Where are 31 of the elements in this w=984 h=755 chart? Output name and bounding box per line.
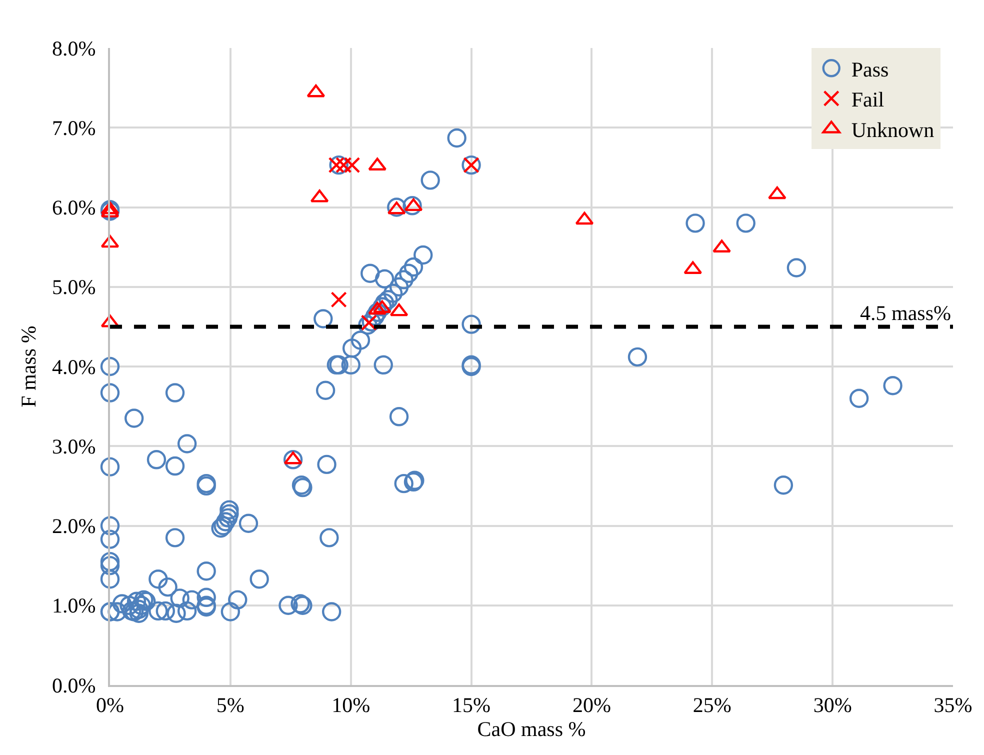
y-tick-label: 3.0% [52, 434, 96, 458]
y-tick-label: 4.0% [52, 354, 96, 379]
point [768, 186, 786, 200]
y-tick-label: 1.0% [52, 594, 96, 618]
point [100, 234, 120, 248]
x-tick-label: 15% [452, 693, 491, 718]
point [575, 212, 594, 225]
x-tick-label: 20% [572, 693, 611, 718]
ref-line-label: 4.5 mass% [860, 301, 951, 325]
y-tick-label: 0.0% [52, 673, 96, 698]
y-tick-label: 6.0% [52, 196, 96, 220]
legend-label: Pass [851, 57, 889, 82]
x-tick-label: 25% [692, 693, 732, 718]
y-tick-label: 7.0% [52, 116, 96, 140]
x-tick-label: 10% [332, 693, 370, 718]
point [712, 240, 731, 252]
point [404, 198, 423, 212]
y-tick-label: 8.0% [52, 36, 96, 60]
legend-label: Fail [851, 88, 884, 112]
point [306, 84, 326, 98]
x-axis-title: CaO mass % [477, 717, 586, 742]
legend-label: Unknown [851, 118, 935, 142]
x-tick-label: 35% [934, 693, 972, 718]
point [368, 302, 387, 315]
x-tick-label: 0% [96, 693, 124, 718]
x-tick-label: 5% [216, 693, 244, 718]
point [390, 303, 408, 316]
x-tick-label: 30% [813, 693, 852, 718]
y-tick-label: 5.0% [52, 275, 96, 300]
y-axis-title: F mass % [16, 326, 41, 408]
y-tick-label: 2.0% [52, 514, 96, 538]
